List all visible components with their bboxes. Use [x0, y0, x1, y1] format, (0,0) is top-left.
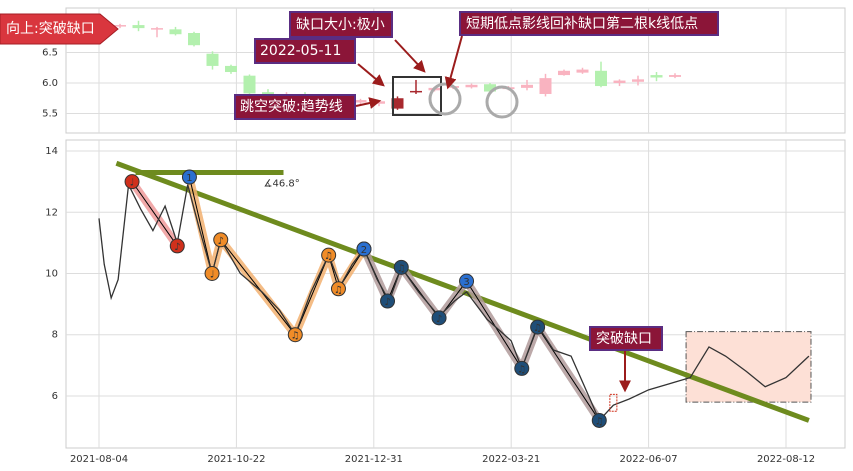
y-tick-label: 5.5	[42, 108, 58, 119]
arrows	[355, 35, 631, 393]
y-tick-label: 6.0	[42, 78, 58, 89]
candle-body	[650, 75, 663, 78]
candle-body	[576, 69, 589, 73]
pivot-glyph: ♫	[334, 285, 343, 296]
candle-body	[114, 25, 126, 27]
y-tick-label: 8	[52, 330, 58, 341]
pivot	[204, 265, 220, 281]
label-bg	[234, 94, 356, 120]
label: 缺口大小:极小	[296, 17, 385, 33]
pivot-glyph: ♪	[384, 297, 390, 308]
candle-body	[669, 75, 681, 77]
y-tick-label: 10	[45, 268, 58, 279]
label: 2022-05-11	[260, 43, 341, 59]
pivot	[169, 238, 185, 254]
y-tick-label: 14	[45, 146, 58, 157]
candle-body	[595, 70, 607, 87]
pivot-glyph: ♫	[517, 364, 526, 375]
x-tick-label: 2022-03-21	[482, 454, 540, 465]
pivot	[356, 241, 372, 257]
candle-body	[484, 84, 496, 92]
circle	[485, 85, 519, 119]
arrow	[355, 97, 382, 109]
label-bg	[289, 11, 393, 38]
candle-body	[225, 65, 237, 73]
pivot-glyph: ♩	[210, 269, 215, 280]
pivot-glyph: 1	[186, 173, 192, 184]
pivot	[393, 259, 409, 275]
pivot-glyph: ♪	[174, 242, 180, 253]
arrow	[394, 39, 426, 73]
candle-body	[206, 53, 219, 66]
zigzag-core	[131, 181, 178, 247]
candle-body	[169, 29, 182, 35]
label-box: 缺口大小:极小 短期低点影线回补缺口第二根k线低点 2022-05-11 跳空突…	[234, 11, 719, 351]
pivot-glyph: ♫	[533, 323, 542, 334]
x-tick-label: 2022-06-07	[620, 454, 678, 465]
arrow	[357, 63, 385, 87]
top-frame	[65, 7, 846, 134]
pivot	[287, 327, 303, 343]
candle-body	[558, 70, 570, 76]
candle-body	[613, 80, 626, 83]
pivot-glyph: 3	[463, 277, 469, 288]
y-tick-label: 6	[52, 391, 58, 402]
pivot	[124, 174, 140, 190]
pivot	[380, 293, 396, 309]
price-line	[98, 182, 810, 422]
pivot	[181, 169, 197, 185]
annotations: 向上:突破缺口 缺口大小:极小 短期低点影线回补缺口第二根k线低点 2022-0…	[0, 11, 719, 393]
pivot	[591, 412, 607, 428]
bottom-panel: 2021-08-04 2021-10-22 2021-12-31 2022-03-21…	[45, 139, 846, 465]
pivot	[321, 247, 337, 263]
pivot	[431, 310, 447, 326]
banner	[0, 13, 119, 45]
candle-body	[410, 90, 422, 93]
pivot	[213, 232, 229, 248]
pivot-glyph: 2	[361, 245, 367, 256]
candle-body	[391, 98, 404, 109]
candle-body	[521, 84, 533, 88]
pivot-glyph: ♫	[397, 263, 406, 274]
label-bg	[254, 38, 356, 64]
gap-marker	[609, 393, 618, 412]
candle-body	[132, 25, 145, 29]
x-tick-label: 2021-08-04	[70, 454, 128, 465]
label: 跳空突破:趋势线	[240, 99, 343, 115]
banner-text: 向上:突破缺口	[6, 21, 95, 37]
candle-body	[188, 33, 200, 46]
pivot-glyph: ♫	[291, 331, 300, 342]
pivot	[459, 273, 475, 289]
pivot-glyph: ♫	[324, 251, 333, 262]
candle-body	[354, 100, 367, 103]
x-tick-label: 2021-10-22	[207, 454, 265, 465]
zone	[685, 331, 812, 403]
pivot-glyph: ♪	[218, 236, 224, 247]
candle-body	[465, 84, 478, 88]
candle-body	[539, 78, 552, 94]
angle-label: ∡46.8°	[264, 178, 300, 189]
label-bg	[589, 326, 663, 351]
pivot	[514, 360, 530, 376]
candle-body	[151, 28, 163, 30]
candle-body	[243, 75, 256, 94]
pivot-glyph: ♩	[130, 178, 135, 189]
pivot-glyph: ♫	[595, 416, 604, 427]
pivot-glyph: ♪	[436, 314, 442, 325]
x-tick-label: 2021-12-31	[345, 454, 403, 465]
y-tick-label: 6.5	[42, 48, 58, 59]
pivot	[530, 319, 546, 335]
y-tick-label: 12	[45, 207, 58, 218]
label-bg	[459, 11, 719, 36]
candle-body	[632, 79, 644, 82]
x-tick-label: 2022-08-12	[757, 454, 815, 465]
gap-box	[392, 76, 442, 116]
label: 突破缺口	[596, 331, 652, 347]
pivot	[330, 281, 346, 297]
arrow	[444, 35, 463, 90]
label: 短期低点影线回补缺口第二根k线低点	[466, 15, 698, 32]
